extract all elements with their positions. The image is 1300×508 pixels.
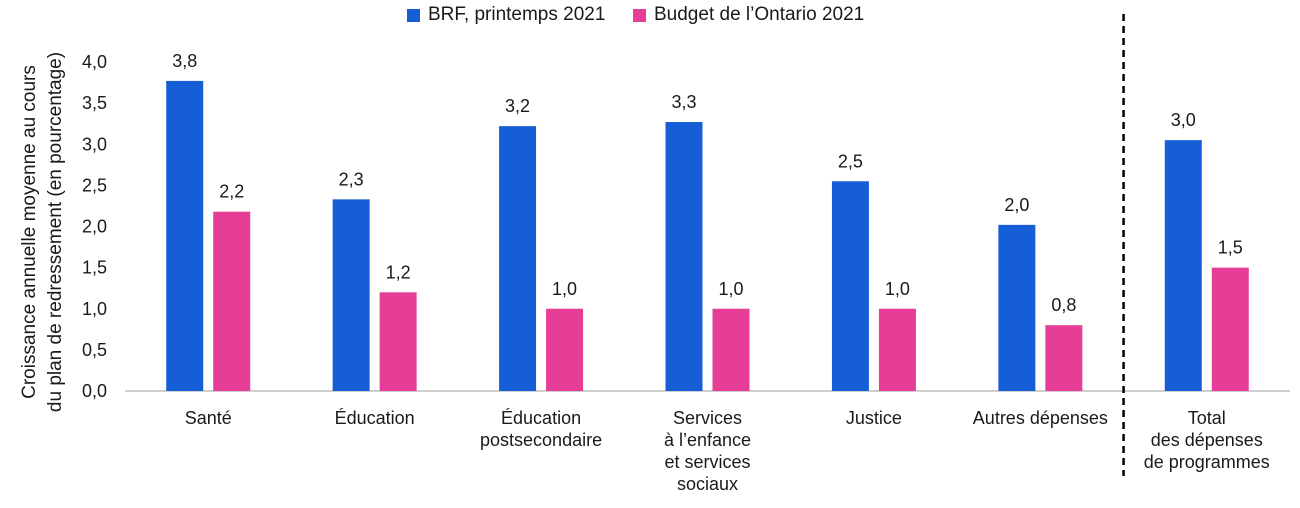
x-tick-label: et services	[664, 452, 750, 472]
bar-budget	[878, 308, 916, 391]
data-label-brf: 2,0	[1004, 195, 1029, 215]
chart-legend: BRF, printemps 2021 Budget de l’Ontario …	[0, 4, 1300, 28]
y-tick-label: 2,5	[82, 175, 107, 195]
bar-brf	[1164, 140, 1202, 391]
bars	[166, 80, 1249, 391]
y-tick-label: 4,0	[82, 52, 107, 72]
data-label-budget: 2,2	[219, 182, 244, 202]
x-tick-label: Éducation	[501, 408, 581, 428]
legend-swatch-budget	[633, 8, 646, 22]
x-tick-label: postsecondaire	[480, 430, 602, 450]
data-labels: 3,8 2,2 2,3 1,2 3,2 1,0 3,3 1,0 2,5 1,0 2,0 0,8 3,0 1…	[172, 51, 1243, 315]
data-label-brf: 3,8	[172, 51, 197, 71]
y-axis-ticks: 0,0 0,5 1,0 1,5 2,0 2,5 3,0 3,5 4,0	[82, 52, 107, 401]
data-label-budget: 1,5	[1218, 238, 1243, 258]
data-label-brf: 3,3	[671, 92, 696, 112]
bar-brf	[998, 224, 1036, 391]
x-tick-label: Autres dépenses	[973, 408, 1108, 428]
bar-brf	[831, 181, 869, 391]
legend-item-budget: Budget de l’Ontario 2021	[633, 4, 864, 26]
legend-swatch-brf	[407, 8, 420, 22]
y-axis-title-line: Croissance annuelle moyenne au cours	[19, 65, 40, 399]
data-label-budget: 0,8	[1051, 295, 1076, 315]
bar-brf	[665, 122, 703, 391]
bar-budget	[379, 292, 417, 391]
data-label-brf: 2,3	[339, 169, 364, 189]
x-tick-label: à l’enfance	[664, 430, 751, 450]
data-label-budget: 1,0	[718, 279, 743, 299]
data-label-budget: 1,0	[552, 279, 577, 299]
data-label-brf: 3,0	[1171, 110, 1196, 130]
y-axis-title: Croissance annuelle moyenne au cours du p…	[19, 52, 66, 412]
y-axis-title-line: du plan de redressement (en pourcentage)	[45, 52, 66, 412]
data-label-budget: 1,2	[386, 262, 411, 282]
bar-brf	[332, 199, 370, 391]
bar-budget	[546, 308, 584, 391]
x-axis-labels: Santé Éducation ÉducationpostsecondaireSer…	[185, 408, 1270, 494]
bar-budget	[1211, 267, 1249, 391]
x-tick-label: Total	[1188, 408, 1226, 428]
x-tick-label: Santé	[185, 408, 232, 428]
data-label-brf: 3,2	[505, 96, 530, 116]
bar-budget	[712, 308, 750, 391]
y-tick-label: 0,5	[82, 340, 107, 360]
legend-label-budget: Budget de l’Ontario 2021	[654, 4, 865, 25]
bar-budget	[213, 211, 251, 391]
legend-label-brf: BRF, printemps 2021	[428, 4, 606, 25]
x-tick-label: Services	[673, 408, 742, 428]
bar-brf	[499, 126, 537, 391]
x-tick-label: de programmes	[1144, 452, 1270, 472]
y-tick-label: 3,5	[82, 93, 107, 113]
y-tick-label: 2,0	[82, 217, 107, 237]
x-tick-label: sociaux	[677, 474, 738, 494]
data-label-brf: 2,5	[838, 151, 863, 171]
x-tick-label: Justice	[846, 408, 902, 428]
bar-budget	[1045, 325, 1083, 391]
y-tick-label: 3,0	[82, 134, 107, 154]
y-tick-label: 1,0	[82, 299, 107, 319]
x-tick-label: Éducation	[335, 408, 415, 428]
x-tick-label: des dépenses	[1151, 430, 1263, 450]
data-label-budget: 1,0	[885, 279, 910, 299]
y-tick-label: 1,5	[82, 258, 107, 278]
legend-item-brf: BRF, printemps 2021	[407, 4, 605, 26]
y-tick-label: 0,0	[82, 381, 107, 401]
bar-brf	[166, 80, 204, 391]
